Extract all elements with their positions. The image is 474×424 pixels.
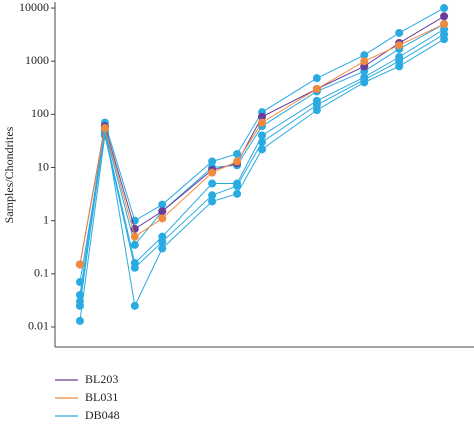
point — [75, 260, 84, 269]
point — [130, 301, 139, 310]
point — [233, 189, 242, 198]
y-tick-label: 10 — [37, 159, 49, 173]
point — [233, 157, 242, 166]
point — [360, 78, 369, 87]
point — [75, 301, 84, 310]
point — [440, 35, 449, 44]
point — [395, 62, 404, 71]
y-tick-label: 1 — [43, 212, 49, 226]
y-axis-label: Samples/Chondrites — [2, 126, 16, 223]
point — [312, 106, 321, 115]
series-line — [79, 33, 445, 321]
point — [395, 28, 404, 37]
point — [130, 232, 139, 241]
point — [208, 157, 217, 166]
point — [440, 12, 449, 21]
point — [312, 74, 321, 83]
y-tick-label: 0.1 — [34, 266, 49, 280]
legend-label: BL031 — [85, 390, 118, 404]
point — [440, 20, 449, 29]
y-tick-label: 1000 — [25, 53, 49, 67]
point — [440, 4, 449, 13]
point — [208, 191, 217, 200]
point — [233, 181, 242, 190]
y-tick-label: 100 — [31, 106, 49, 120]
point — [258, 118, 267, 127]
point — [208, 168, 217, 177]
y-tick-label: 0.01 — [28, 319, 49, 333]
point — [395, 41, 404, 50]
legend-label: DB048 — [85, 408, 120, 422]
point — [360, 57, 369, 66]
point — [158, 214, 167, 223]
point — [75, 278, 84, 287]
point — [208, 197, 217, 206]
point — [100, 124, 109, 133]
point — [158, 200, 167, 209]
point — [258, 131, 267, 140]
point — [130, 263, 139, 272]
point — [130, 240, 139, 249]
point — [258, 138, 267, 147]
point — [208, 179, 217, 188]
point — [360, 51, 369, 60]
y-tick-label: 10000 — [19, 0, 49, 14]
point — [258, 145, 267, 154]
point — [312, 85, 321, 94]
point — [75, 316, 84, 325]
point — [258, 112, 267, 121]
legend-label: BL203 — [85, 372, 118, 386]
point — [158, 207, 167, 216]
point — [158, 244, 167, 253]
point — [233, 149, 242, 158]
point — [158, 237, 167, 246]
